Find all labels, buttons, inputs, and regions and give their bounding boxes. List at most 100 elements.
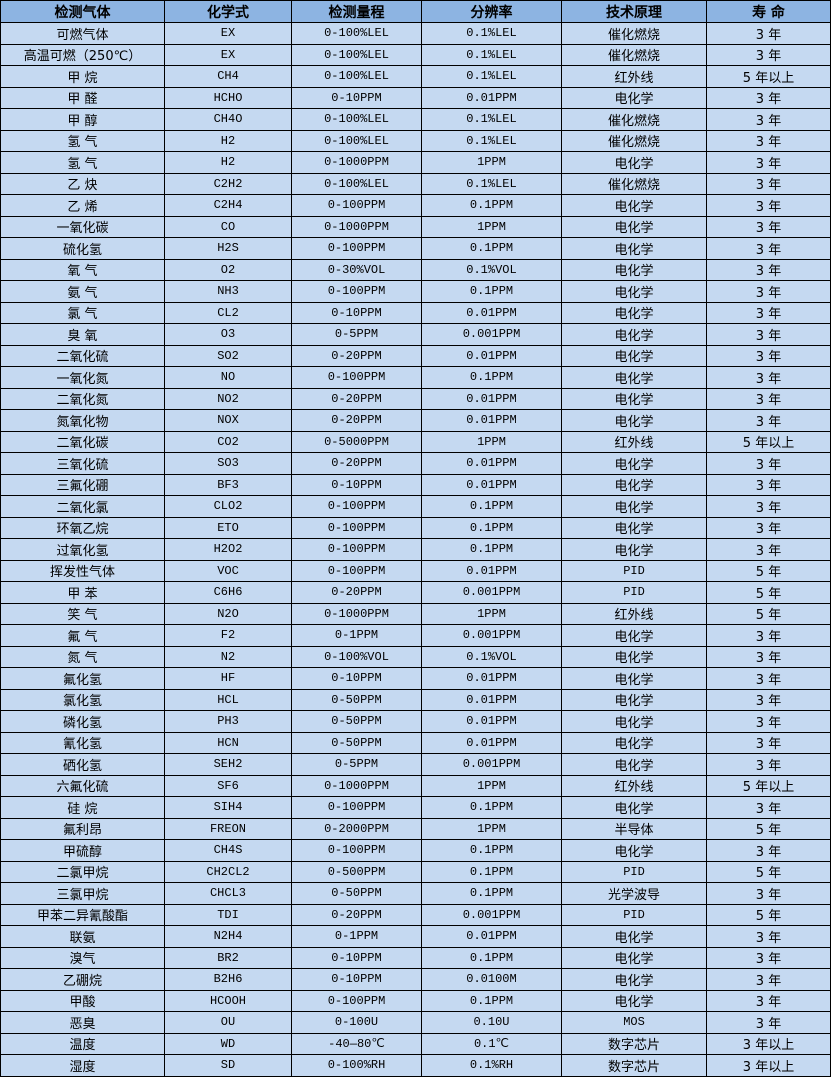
table-row: 高温可燃（250℃） EX 0-100%LEL 0.1%LEL 催化燃烧 3 年 <box>0 43 831 66</box>
table-row: 硅 烷 SIH4 0-100PPM 0.1PPM 电化学 3 年 <box>0 796 831 819</box>
cell-lifetime: 3 年 <box>706 366 831 389</box>
cell-formula: HF <box>164 667 292 690</box>
cell-gas: 三氯甲烷 <box>0 882 165 905</box>
cell-range: 0-5PPM <box>291 323 422 346</box>
cell-gas: 三氧化硫 <box>0 452 165 475</box>
cell-lifetime: 3 年 <box>706 495 831 518</box>
cell-formula: CO <box>164 215 292 238</box>
cell-range: 0-500PPM <box>291 860 422 883</box>
cell-principle: 电化学 <box>561 86 707 109</box>
cell-gas: 湿度 <box>0 1054 165 1077</box>
cell-principle: 电化学 <box>561 409 707 432</box>
table-header-row: 检测气体 化学式 检测量程 分辨率 技术原理 寿 命 <box>0 0 831 23</box>
cell-principle: 电化学 <box>561 688 707 711</box>
cell-formula: B2H6 <box>164 968 292 991</box>
header-lifetime: 寿 命 <box>706 0 831 23</box>
cell-principle: 电化学 <box>561 645 707 668</box>
cell-range: 0-1PPM <box>291 624 422 647</box>
cell-formula: CH4S <box>164 839 292 862</box>
cell-principle: 光学波导 <box>561 882 707 905</box>
cell-formula: HCL <box>164 688 292 711</box>
cell-formula: CH2CL2 <box>164 860 292 883</box>
cell-range: 0-100%LEL <box>291 129 422 152</box>
cell-resolution: 0.1℃ <box>421 1032 562 1055</box>
table-row: 过氧化氢 H2O2 0-100PPM 0.1PPM 电化学 3 年 <box>0 538 831 561</box>
cell-principle: PID <box>561 860 707 883</box>
cell-gas: 氧 气 <box>0 258 165 281</box>
cell-formula: O2 <box>164 258 292 281</box>
table-row: 氟化氢 HF 0-10PPM 0.01PPM 电化学 3 年 <box>0 667 831 690</box>
cell-formula: SEH2 <box>164 753 292 776</box>
cell-lifetime: 3 年 <box>706 473 831 496</box>
cell-lifetime: 3 年 <box>706 387 831 410</box>
cell-range: 0-10PPM <box>291 86 422 109</box>
cell-resolution: 0.1%LEL <box>421 43 562 66</box>
cell-formula: CH4 <box>164 65 292 88</box>
cell-principle: 电化学 <box>561 731 707 754</box>
cell-range: 0-100PPM <box>291 280 422 303</box>
cell-resolution: 0.10U <box>421 1011 562 1034</box>
cell-gas: 氟 气 <box>0 624 165 647</box>
cell-formula: FREON <box>164 817 292 840</box>
cell-range: 0-10PPM <box>291 946 422 969</box>
cell-formula: N2H4 <box>164 925 292 948</box>
table-row: 硒化氢 SEH2 0-5PPM 0.001PPM 电化学 3 年 <box>0 753 831 776</box>
table-row: 甲 醇 CH4O 0-100%LEL 0.1%LEL 催化燃烧 3 年 <box>0 108 831 131</box>
cell-resolution: 0.1PPM <box>421 516 562 539</box>
cell-formula: SIH4 <box>164 796 292 819</box>
cell-resolution: 0.1PPM <box>421 280 562 303</box>
table-row: 氨 气 NH3 0-100PPM 0.1PPM 电化学 3 年 <box>0 280 831 303</box>
cell-principle: 电化学 <box>561 516 707 539</box>
cell-principle: 电化学 <box>561 301 707 324</box>
table-row: 湿度 SD 0-100%RH 0.1%RH 数字芯片 3 年以上 <box>0 1054 831 1077</box>
cell-lifetime: 5 年 <box>706 860 831 883</box>
cell-resolution: 0.1%LEL <box>421 129 562 152</box>
table-row: 氧 气 O2 0-30%VOL 0.1%VOL 电化学 3 年 <box>0 258 831 281</box>
cell-range: 0-10PPM <box>291 968 422 991</box>
table-row: 氮氧化物 NOX 0-20PPM 0.01PPM 电化学 3 年 <box>0 409 831 432</box>
table-row: 恶臭 OU 0-100U 0.10U MOS 3 年 <box>0 1011 831 1034</box>
cell-resolution: 0.01PPM <box>421 731 562 754</box>
cell-resolution: 0.01PPM <box>421 452 562 475</box>
cell-range: 0-20PPM <box>291 903 422 926</box>
cell-resolution: 0.1%LEL <box>421 22 562 45</box>
cell-principle: 红外线 <box>561 774 707 797</box>
cell-lifetime: 3 年 <box>706 796 831 819</box>
cell-range: 0-100PPM <box>291 538 422 561</box>
cell-lifetime: 3 年 <box>706 753 831 776</box>
table-row: 磷化氢 PH3 0-50PPM 0.01PPM 电化学 3 年 <box>0 710 831 733</box>
cell-formula: H2O2 <box>164 538 292 561</box>
cell-principle: 数字芯片 <box>561 1032 707 1055</box>
cell-range: 0-20PPM <box>291 344 422 367</box>
cell-resolution: 0.1%LEL <box>421 108 562 131</box>
cell-gas: 溴气 <box>0 946 165 969</box>
cell-lifetime: 3 年 <box>706 645 831 668</box>
cell-resolution: 1PPM <box>421 430 562 453</box>
cell-principle: 红外线 <box>561 602 707 625</box>
cell-lifetime: 5 年 <box>706 581 831 604</box>
cell-lifetime: 3 年 <box>706 710 831 733</box>
cell-principle: 电化学 <box>561 538 707 561</box>
cell-formula: EX <box>164 22 292 45</box>
cell-lifetime: 3 年 <box>706 22 831 45</box>
cell-formula: OU <box>164 1011 292 1034</box>
cell-gas: 磷化氢 <box>0 710 165 733</box>
cell-gas: 乙 烯 <box>0 194 165 217</box>
cell-resolution: 0.01PPM <box>421 344 562 367</box>
cell-lifetime: 3 年 <box>706 258 831 281</box>
cell-formula: NOX <box>164 409 292 432</box>
cell-principle: 电化学 <box>561 946 707 969</box>
cell-resolution: 0.1PPM <box>421 796 562 819</box>
cell-principle: 催化燃烧 <box>561 108 707 131</box>
cell-resolution: 0.01PPM <box>421 667 562 690</box>
cell-gas: 甲 苯 <box>0 581 165 604</box>
cell-range: 0-20PPM <box>291 581 422 604</box>
cell-principle: 催化燃烧 <box>561 22 707 45</box>
table-row: 甲 烷 CH4 0-100%LEL 0.1%LEL 红外线 5 年以上 <box>0 65 831 88</box>
cell-lifetime: 3 年 <box>706 280 831 303</box>
cell-gas: 乙硼烷 <box>0 968 165 991</box>
cell-resolution: 0.01PPM <box>421 559 562 582</box>
cell-range: 0-1000PPM <box>291 151 422 174</box>
cell-gas: 氢 气 <box>0 151 165 174</box>
